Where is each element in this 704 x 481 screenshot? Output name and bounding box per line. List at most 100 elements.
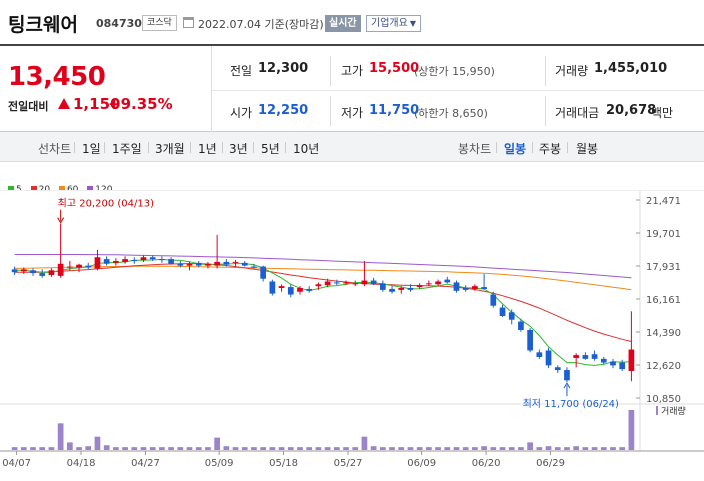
volume-bar [287,447,294,450]
y-tick-label: 19,701 [646,229,681,240]
volume-bar [214,437,220,450]
up-triangle-icon [58,98,70,109]
candle-body [103,259,110,264]
period-1w[interactable]: 1주일 [112,142,142,156]
line-chart-label[interactable]: 선차트 [38,142,72,156]
candle-daily[interactable]: 일봉 [504,142,527,156]
candle-body [39,273,46,276]
legend-swatch [87,186,94,192]
period-1y[interactable]: 1년 [198,142,217,156]
x-tick-label: 05/27 [334,458,363,469]
candle-body [205,263,211,266]
price-summary: 13,450 전일대비 1,150 +9.35% 전일 12,300 고가 15… [0,44,704,132]
low-value: 11,750 [369,103,420,118]
volume-bar [628,410,635,450]
candle-body [159,259,165,261]
volume-bar [333,447,340,450]
period-3m[interactable]: 3개월 [155,142,185,156]
candle-body [66,266,73,268]
candle-body [435,281,441,285]
stock-header: 팅크웨어 084730 코스닥 2022.07.04 기준(장마감) 실시간 기… [0,0,704,44]
high-label: 고가 [341,64,364,78]
trade-value-label: 거래대금 [555,106,600,120]
candle-body [20,269,27,272]
volume-bar [251,447,257,450]
high-value: 15,500 [369,61,420,76]
volume-bar [48,447,55,450]
volume-bar [554,447,561,450]
volume-bar [527,442,533,450]
volume-bar [361,436,368,450]
y-tick-label: 21,471 [646,196,681,207]
volume-bar [490,447,497,450]
candlestick-chart[interactable]: 21,471 19,701 17,931 16,161 14,390 12,620 10,8… [0,190,704,481]
volume-value: 1,455,010 [594,61,668,76]
separator [532,142,533,153]
volume-bar [315,447,322,450]
volume-bar [122,447,128,450]
y-tick-label: 10,850 [646,394,681,405]
candle-body [287,287,294,295]
candle-chart-label[interactable]: 봉차트 [458,142,492,156]
y-tick-label: 17,931 [646,262,681,273]
company-overview-dropdown[interactable]: 기업개요 ▼ [366,15,421,32]
candle-monthly[interactable]: 월봉 [576,142,599,156]
price-change-pct: +9.35% [108,95,173,113]
change-label: 전일대비 [8,100,49,113]
volume-bar [389,447,395,450]
candle-body [232,261,239,263]
ma-line-ma60 [14,265,632,291]
x-tick-label: 04/07 [2,458,31,469]
volume-bar [591,447,598,450]
divider [545,96,546,126]
x-tick-label: 05/18 [269,458,298,469]
legend-swatch [58,186,65,192]
candle-body [113,260,119,263]
candle-body [48,270,55,275]
volume-legend-label: 거래량 [661,405,686,417]
candle-body [518,321,524,330]
candle-body [297,288,303,292]
volume-bar [30,447,36,450]
volume-bar [462,447,469,450]
candle-body [57,263,64,276]
separator [148,142,149,153]
separator [104,142,105,153]
x-tick-label: 04/18 [67,458,96,469]
separator [253,142,254,153]
volume-bar [370,446,377,450]
lower-limit: (하한가 8,650) [414,107,488,120]
period-3y[interactable]: 3년 [229,142,248,156]
volume-bar [94,436,101,450]
price-change: 1,150 [73,95,121,113]
volume-bar [186,447,193,450]
candle-body [453,282,460,291]
realtime-button[interactable]: 실시간 [325,15,361,32]
candle-body [324,281,331,286]
volume-bar [536,447,543,450]
volume-bar [343,447,349,450]
candle-body [94,257,101,269]
candle-weekly[interactable]: 주봉 [539,142,562,156]
max-annotation: 최고 20,200 (04/13) [58,198,154,210]
period-5y[interactable]: 5년 [261,142,280,156]
volume-bar [564,447,570,450]
candle-body [223,261,230,265]
period-1d[interactable]: 1일 [82,142,101,156]
x-tick-label: 06/29 [536,458,565,469]
volume-bar [324,447,331,450]
volume-bar [600,447,607,450]
y-tick-label: 12,620 [646,361,681,372]
separator [190,142,191,153]
volume-bar [205,447,211,450]
candle-body [131,260,138,262]
candle-body [251,266,257,268]
volume-bar [435,447,441,450]
candle-body [315,284,322,287]
volume-bar [66,442,73,450]
period-10y[interactable]: 10년 [293,142,320,156]
volume-bar [113,447,119,450]
separator [285,142,286,153]
volume-bar [241,447,248,450]
candle-body [508,312,515,320]
